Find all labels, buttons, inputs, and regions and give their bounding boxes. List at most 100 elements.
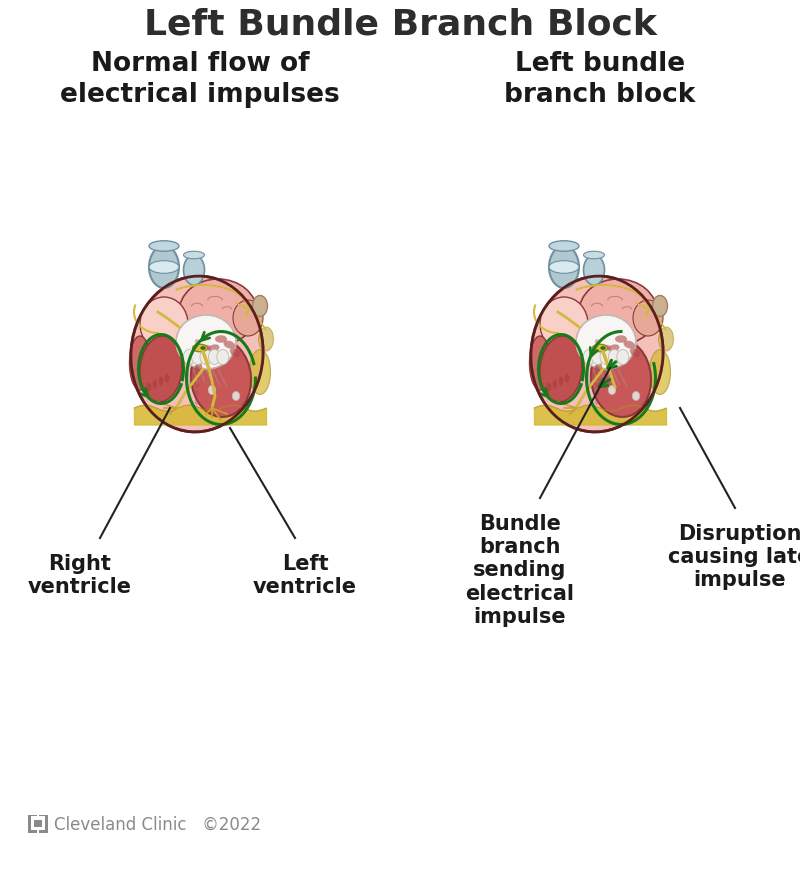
Ellipse shape bbox=[591, 340, 651, 417]
Ellipse shape bbox=[217, 350, 229, 365]
Ellipse shape bbox=[208, 345, 219, 353]
Ellipse shape bbox=[540, 336, 582, 402]
Ellipse shape bbox=[633, 300, 663, 336]
Text: Right
ventricle: Right ventricle bbox=[28, 553, 132, 596]
Ellipse shape bbox=[632, 392, 640, 401]
Ellipse shape bbox=[183, 252, 205, 260]
Ellipse shape bbox=[594, 391, 599, 397]
Ellipse shape bbox=[653, 296, 667, 317]
Ellipse shape bbox=[208, 350, 221, 365]
Ellipse shape bbox=[630, 349, 641, 358]
Ellipse shape bbox=[158, 377, 163, 386]
Ellipse shape bbox=[549, 262, 579, 274]
Ellipse shape bbox=[593, 345, 607, 352]
Ellipse shape bbox=[594, 363, 602, 375]
Ellipse shape bbox=[193, 345, 207, 352]
Ellipse shape bbox=[608, 350, 621, 365]
Ellipse shape bbox=[592, 350, 602, 361]
Ellipse shape bbox=[130, 336, 150, 391]
Ellipse shape bbox=[258, 327, 274, 351]
Ellipse shape bbox=[615, 336, 627, 343]
Ellipse shape bbox=[183, 255, 205, 285]
Ellipse shape bbox=[658, 327, 674, 351]
FancyBboxPatch shape bbox=[38, 815, 48, 824]
Ellipse shape bbox=[153, 380, 158, 389]
Ellipse shape bbox=[194, 363, 202, 375]
Ellipse shape bbox=[623, 342, 635, 349]
Ellipse shape bbox=[576, 315, 636, 370]
Ellipse shape bbox=[223, 342, 235, 349]
Ellipse shape bbox=[650, 350, 670, 395]
Ellipse shape bbox=[192, 350, 202, 361]
Ellipse shape bbox=[194, 365, 199, 371]
Ellipse shape bbox=[594, 349, 599, 354]
Text: Left
ventricle: Left ventricle bbox=[253, 553, 357, 596]
FancyBboxPatch shape bbox=[38, 824, 48, 833]
Ellipse shape bbox=[200, 346, 210, 355]
Ellipse shape bbox=[553, 380, 558, 389]
Ellipse shape bbox=[549, 247, 579, 289]
Ellipse shape bbox=[590, 372, 598, 385]
Ellipse shape bbox=[200, 347, 206, 350]
FancyBboxPatch shape bbox=[30, 816, 45, 831]
Ellipse shape bbox=[594, 383, 599, 388]
Text: Cleveland Clinic   ©2022: Cleveland Clinic ©2022 bbox=[54, 815, 262, 833]
Ellipse shape bbox=[531, 277, 663, 433]
Ellipse shape bbox=[540, 298, 588, 351]
Ellipse shape bbox=[146, 383, 151, 392]
Text: Disruption
causing late
impulse: Disruption causing late impulse bbox=[668, 523, 800, 590]
Ellipse shape bbox=[176, 315, 236, 370]
Ellipse shape bbox=[579, 280, 657, 346]
Ellipse shape bbox=[617, 350, 629, 365]
Ellipse shape bbox=[594, 374, 599, 380]
FancyBboxPatch shape bbox=[28, 815, 37, 824]
Ellipse shape bbox=[530, 336, 550, 391]
Ellipse shape bbox=[608, 386, 616, 395]
Ellipse shape bbox=[165, 374, 170, 383]
Ellipse shape bbox=[594, 356, 599, 363]
Text: Normal flow of
electrical impulses: Normal flow of electrical impulses bbox=[60, 50, 340, 107]
Ellipse shape bbox=[194, 356, 199, 363]
Ellipse shape bbox=[592, 350, 604, 365]
Ellipse shape bbox=[194, 374, 199, 380]
Ellipse shape bbox=[565, 374, 570, 383]
Ellipse shape bbox=[194, 383, 199, 388]
Ellipse shape bbox=[192, 350, 204, 365]
Ellipse shape bbox=[594, 365, 599, 371]
Ellipse shape bbox=[583, 255, 605, 285]
Ellipse shape bbox=[594, 340, 599, 346]
Ellipse shape bbox=[149, 247, 179, 289]
Ellipse shape bbox=[549, 241, 579, 252]
Ellipse shape bbox=[149, 262, 179, 274]
Ellipse shape bbox=[183, 350, 195, 365]
Ellipse shape bbox=[194, 349, 199, 354]
Ellipse shape bbox=[600, 346, 610, 355]
Ellipse shape bbox=[215, 336, 227, 343]
Text: Left Bundle Branch Block: Left Bundle Branch Block bbox=[143, 7, 657, 41]
Ellipse shape bbox=[600, 350, 612, 365]
Text: Left bundle
branch block: Left bundle branch block bbox=[504, 50, 696, 107]
Ellipse shape bbox=[200, 350, 212, 365]
Ellipse shape bbox=[583, 252, 605, 260]
Ellipse shape bbox=[253, 296, 267, 317]
Ellipse shape bbox=[179, 280, 257, 346]
Ellipse shape bbox=[194, 340, 199, 346]
Ellipse shape bbox=[594, 399, 599, 406]
Ellipse shape bbox=[600, 347, 606, 350]
Ellipse shape bbox=[250, 350, 270, 395]
Ellipse shape bbox=[583, 350, 595, 365]
Ellipse shape bbox=[140, 298, 188, 351]
Ellipse shape bbox=[230, 349, 241, 358]
Ellipse shape bbox=[208, 386, 216, 395]
Text: Bundle
branch
sending
electrical
impulse: Bundle branch sending electrical impulse bbox=[466, 514, 574, 626]
Ellipse shape bbox=[232, 392, 240, 401]
Ellipse shape bbox=[131, 277, 263, 433]
Ellipse shape bbox=[191, 340, 251, 417]
Ellipse shape bbox=[608, 345, 619, 353]
Ellipse shape bbox=[558, 377, 563, 386]
Ellipse shape bbox=[140, 336, 182, 402]
Ellipse shape bbox=[233, 300, 263, 336]
FancyBboxPatch shape bbox=[34, 819, 42, 827]
Ellipse shape bbox=[149, 241, 179, 252]
Ellipse shape bbox=[194, 391, 199, 397]
